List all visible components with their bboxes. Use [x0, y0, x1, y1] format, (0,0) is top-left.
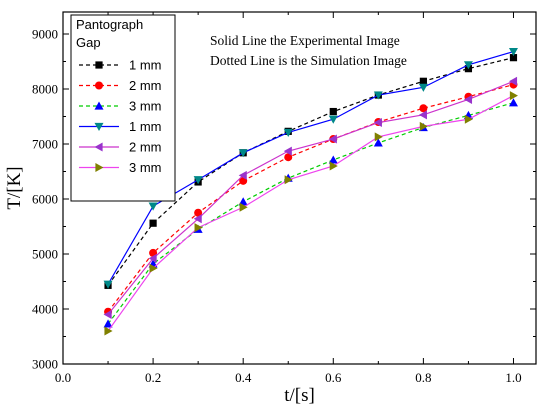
data-point: [194, 208, 203, 217]
data-point: [238, 170, 247, 180]
series-line: [107, 57, 514, 286]
annotation-solid-line: Solid Line the Experimental Image: [210, 33, 400, 48]
data-point: [239, 202, 248, 212]
plot-frame: [62, 11, 537, 365]
data-point: [238, 149, 248, 158]
y-tick-label: 5000: [32, 247, 58, 262]
series-5: [103, 76, 518, 319]
data-point: [284, 175, 293, 185]
data-point: [418, 110, 427, 120]
legend-label: 2 mm: [129, 140, 162, 155]
series-layer: [103, 48, 518, 336]
legend-marker: [94, 122, 104, 131]
x-tick-label: 0.2: [145, 370, 161, 385]
y-tick-label: 4000: [32, 302, 58, 317]
data-point: [463, 94, 473, 104]
x-tick-label: 0.8: [415, 370, 431, 385]
data-point: [193, 176, 203, 185]
legend-label: 1 mm: [129, 58, 162, 73]
series-6: [104, 91, 518, 336]
data-point: [284, 153, 293, 162]
ticks-layer: 0.0 0.2 0.4 0.6 0.8 1.0 3000 4000 5000 6000 7000 80…: [32, 12, 536, 385]
data-point: [103, 280, 113, 289]
x-tick-label: 0.0: [55, 370, 71, 385]
legend-box: [70, 14, 176, 202]
data-point: [238, 197, 248, 206]
legend-label: 3 mm: [129, 160, 162, 175]
y-tick-label: 7000: [32, 137, 58, 152]
y-tick-label: 8000: [32, 82, 58, 97]
data-point: [419, 104, 428, 113]
data-point: [328, 134, 337, 144]
legend-marker: [94, 101, 104, 110]
legend-marker: [95, 61, 103, 69]
data-point: [103, 310, 112, 319]
legend-title-line1: Pantograph: [76, 17, 143, 32]
data-point: [149, 219, 157, 227]
series-line: [107, 84, 514, 313]
data-point: [283, 146, 292, 156]
y-tick-label: 3000: [32, 357, 58, 372]
data-point: [148, 253, 157, 263]
data-point: [149, 263, 158, 273]
annotation-dotted-line: Dotted Line is the Simulation Image: [210, 53, 407, 68]
legend: Pantograph Gap 1 mm 2 mm 3 mm 1 mm 2 mm 3 mm: [70, 14, 176, 202]
data-point: [283, 128, 293, 137]
data-point: [329, 107, 337, 116]
data-point: [194, 223, 203, 233]
legend-label: 2 mm: [129, 78, 162, 93]
data-point: [104, 326, 113, 336]
legend-entry: 2 mm: [79, 78, 162, 93]
x-axis-title: t/[s]: [284, 385, 315, 406]
data-point: [464, 114, 473, 124]
y-axis-title: T/[K]: [4, 166, 25, 209]
data-point: [328, 115, 338, 124]
data-point: [509, 91, 518, 101]
series-4: [103, 48, 518, 289]
x-tick-label: 1.0: [505, 370, 521, 385]
legend-label: 1 mm: [129, 119, 162, 134]
legend-entry: 2 mm: [79, 140, 162, 155]
legend-title-line2: Gap: [76, 35, 101, 50]
data-point: [509, 54, 518, 62]
data-point: [329, 161, 338, 171]
data-point: [508, 48, 518, 57]
data-point: [373, 118, 382, 128]
legend-marker: [95, 163, 104, 172]
legend-entry: 3 mm: [79, 160, 162, 175]
y-tick-label: 9000: [32, 27, 58, 42]
data-point: [374, 132, 383, 142]
data-point: [148, 202, 158, 211]
x-tick-label: 0.6: [325, 370, 342, 385]
data-point: [373, 138, 383, 147]
series-line: [107, 51, 514, 285]
series-line: [107, 102, 514, 325]
x-tick-label: 0.4: [235, 370, 252, 385]
legend-marker: [94, 142, 103, 152]
y-tick-label: 6000: [32, 192, 58, 207]
data-point: [508, 76, 518, 86]
legend-marker: [95, 81, 103, 90]
legend-label: 3 mm: [129, 99, 162, 114]
legend-entry: 1 mm: [79, 119, 162, 134]
data-point: [419, 121, 428, 131]
data-point: [193, 214, 202, 224]
data-point: [463, 61, 473, 70]
legend-entry: 1 mm: [79, 58, 162, 73]
legend-entry: 3 mm: [79, 99, 162, 114]
series-line: [107, 80, 514, 315]
series-line: [107, 95, 514, 332]
data-point: [419, 77, 427, 85]
data-point: [103, 319, 113, 328]
data-point: [328, 155, 338, 164]
data-point: [418, 83, 428, 92]
data-point: [508, 98, 518, 107]
data-point: [373, 91, 383, 100]
